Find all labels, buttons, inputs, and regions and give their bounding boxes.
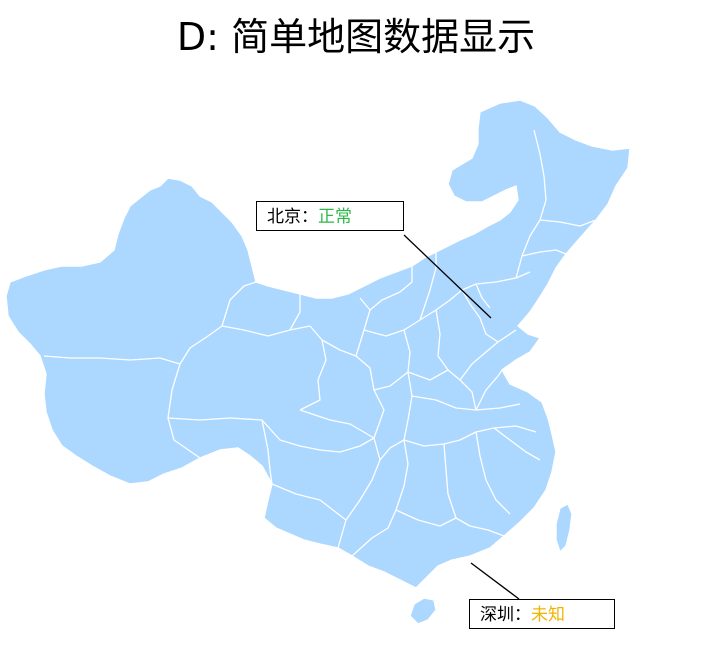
taiwan-region[interactable] bbox=[555, 503, 573, 553]
callout-city-label: 北京： bbox=[267, 207, 318, 227]
beijing-leader-line bbox=[403, 234, 492, 319]
callout-status-label: 正常 bbox=[318, 207, 352, 227]
map-title: D: 简单地图数据显示 bbox=[176, 15, 536, 59]
shenzhen-leader-line bbox=[470, 562, 520, 600]
beijing-callout: 北京：正常 bbox=[256, 201, 404, 231]
callout-city-label: 深圳： bbox=[480, 605, 531, 625]
hainan-region[interactable] bbox=[409, 597, 437, 625]
mainland-region[interactable] bbox=[5, 99, 631, 589]
shenzhen-callout: 深圳：未知 bbox=[469, 599, 615, 629]
callout-status-label: 未知 bbox=[531, 605, 565, 625]
